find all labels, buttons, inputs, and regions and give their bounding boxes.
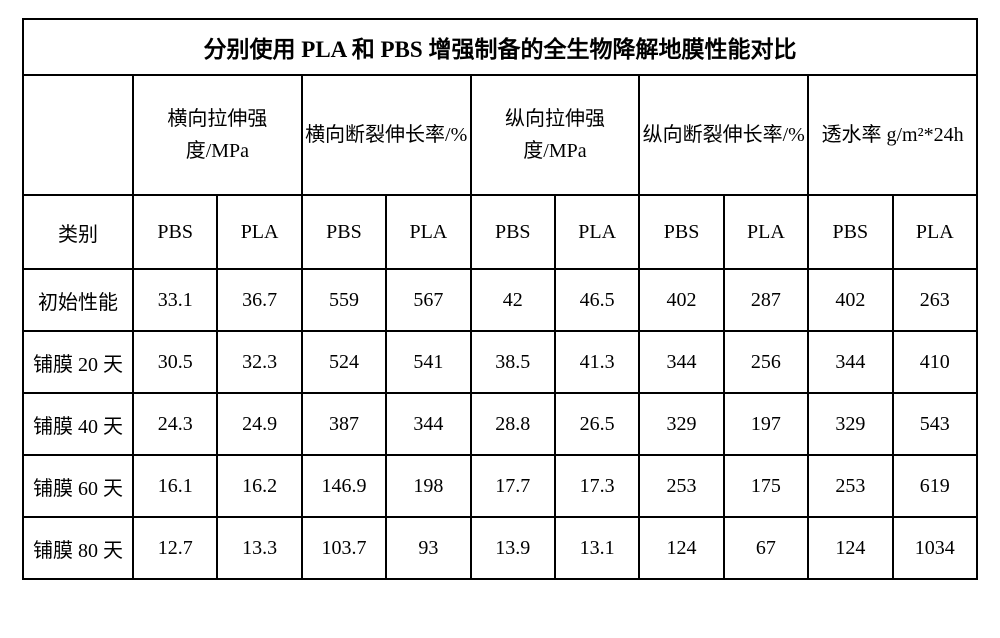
cell: 124 — [639, 517, 723, 579]
sub-header-row: 类别 PBS PLA PBS PLA PBS PLA PBS PLA PBS P… — [23, 195, 977, 269]
cell: 1034 — [893, 517, 977, 579]
table-title: 分别使用 PLA 和 PBS 增强制备的全生物降解地膜性能对比 — [23, 19, 977, 75]
cell: 13.9 — [471, 517, 555, 579]
cell: 103.7 — [302, 517, 386, 579]
sub-header: PLA — [217, 195, 301, 269]
sub-header: PLA — [893, 195, 977, 269]
cell: 387 — [302, 393, 386, 455]
cell: 42 — [471, 269, 555, 331]
cell: 41.3 — [555, 331, 639, 393]
cell: 24.9 — [217, 393, 301, 455]
row-label: 铺膜 20 天 — [23, 331, 133, 393]
cell: 175 — [724, 455, 808, 517]
cell: 46.5 — [555, 269, 639, 331]
sub-header: PLA — [555, 195, 639, 269]
cell: 16.1 — [133, 455, 217, 517]
cell: 344 — [386, 393, 470, 455]
cell: 13.3 — [217, 517, 301, 579]
row-label: 铺膜 80 天 — [23, 517, 133, 579]
comparison-table: 分别使用 PLA 和 PBS 增强制备的全生物降解地膜性能对比 横向拉伸强度/M… — [22, 18, 978, 580]
table-container: 分别使用 PLA 和 PBS 增强制备的全生物降解地膜性能对比 横向拉伸强度/M… — [0, 0, 1000, 598]
group-header-row: 横向拉伸强度/MPa 横向断裂伸长率/% 纵向拉伸强度/MPa 纵向断裂伸长率/… — [23, 75, 977, 195]
cell: 30.5 — [133, 331, 217, 393]
cell: 17.3 — [555, 455, 639, 517]
group-header: 横向拉伸强度/MPa — [133, 75, 302, 195]
cell: 619 — [893, 455, 977, 517]
sub-header: PBS — [302, 195, 386, 269]
sub-header: PLA — [724, 195, 808, 269]
cell: 559 — [302, 269, 386, 331]
row-label: 初始性能 — [23, 269, 133, 331]
cell: 32.3 — [217, 331, 301, 393]
cell: 344 — [808, 331, 892, 393]
group-header-blank — [23, 75, 133, 195]
cell: 198 — [386, 455, 470, 517]
cell: 33.1 — [133, 269, 217, 331]
cell: 67 — [724, 517, 808, 579]
group-header: 纵向断裂伸长率/% — [639, 75, 808, 195]
group-header: 纵向拉伸强度/MPa — [471, 75, 640, 195]
title-row: 分别使用 PLA 和 PBS 增强制备的全生物降解地膜性能对比 — [23, 19, 977, 75]
sub-header: PBS — [133, 195, 217, 269]
group-header: 横向断裂伸长率/% — [302, 75, 471, 195]
cell: 543 — [893, 393, 977, 455]
cell: 124 — [808, 517, 892, 579]
cell: 93 — [386, 517, 470, 579]
cell: 524 — [302, 331, 386, 393]
cell: 263 — [893, 269, 977, 331]
cell: 329 — [639, 393, 723, 455]
cell: 12.7 — [133, 517, 217, 579]
cell: 410 — [893, 331, 977, 393]
table-row: 铺膜 80 天 12.7 13.3 103.7 93 13.9 13.1 124… — [23, 517, 977, 579]
cell: 36.7 — [217, 269, 301, 331]
cell: 344 — [639, 331, 723, 393]
sub-header: PLA — [386, 195, 470, 269]
cell: 402 — [808, 269, 892, 331]
table-row: 初始性能 33.1 36.7 559 567 42 46.5 402 287 4… — [23, 269, 977, 331]
cell: 146.9 — [302, 455, 386, 517]
row-label: 铺膜 40 天 — [23, 393, 133, 455]
sub-header: PBS — [471, 195, 555, 269]
cell: 287 — [724, 269, 808, 331]
cell: 24.3 — [133, 393, 217, 455]
cell: 253 — [808, 455, 892, 517]
table-row: 铺膜 40 天 24.3 24.9 387 344 28.8 26.5 329 … — [23, 393, 977, 455]
cell: 16.2 — [217, 455, 301, 517]
table-row: 铺膜 60 天 16.1 16.2 146.9 198 17.7 17.3 25… — [23, 455, 977, 517]
cell: 197 — [724, 393, 808, 455]
cell: 17.7 — [471, 455, 555, 517]
cell: 26.5 — [555, 393, 639, 455]
sub-header: PBS — [639, 195, 723, 269]
group-header: 透水率 g/m²*24h — [808, 75, 977, 195]
cell: 38.5 — [471, 331, 555, 393]
sub-header: PBS — [808, 195, 892, 269]
cell: 256 — [724, 331, 808, 393]
cell: 541 — [386, 331, 470, 393]
cell: 13.1 — [555, 517, 639, 579]
cell: 253 — [639, 455, 723, 517]
cell: 402 — [639, 269, 723, 331]
cell: 329 — [808, 393, 892, 455]
cell: 28.8 — [471, 393, 555, 455]
row-label: 铺膜 60 天 — [23, 455, 133, 517]
table-row: 铺膜 20 天 30.5 32.3 524 541 38.5 41.3 344 … — [23, 331, 977, 393]
category-header: 类别 — [23, 195, 133, 269]
cell: 567 — [386, 269, 470, 331]
